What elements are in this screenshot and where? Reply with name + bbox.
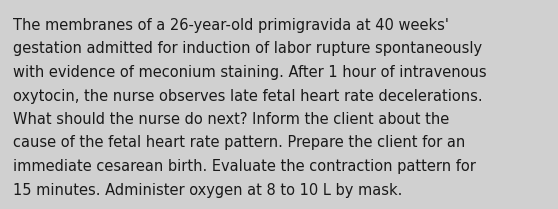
Text: with evidence of meconium staining. After 1 hour of intravenous: with evidence of meconium staining. Afte… (13, 65, 487, 80)
Text: oxytocin, the nurse observes late fetal heart rate decelerations.: oxytocin, the nurse observes late fetal … (13, 88, 483, 103)
Text: gestation admitted for induction of labor rupture spontaneously: gestation admitted for induction of labo… (13, 42, 482, 56)
Text: What should the nurse do next? Inform the client about the: What should the nurse do next? Inform th… (13, 112, 449, 127)
Text: The membranes of a 26-year-old primigravida at 40 weeks': The membranes of a 26-year-old primigrav… (13, 18, 449, 33)
Text: cause of the fetal heart rate pattern. Prepare the client for an: cause of the fetal heart rate pattern. P… (13, 135, 465, 150)
Text: immediate cesarean birth. Evaluate the contraction pattern for: immediate cesarean birth. Evaluate the c… (13, 159, 476, 174)
Text: 15 minutes. Administer oxygen at 8 to 10 L by mask.: 15 minutes. Administer oxygen at 8 to 10… (13, 182, 402, 198)
